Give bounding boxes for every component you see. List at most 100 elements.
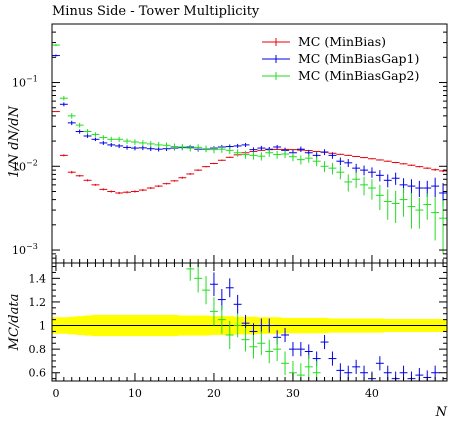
- data-point-s1-41: [375, 170, 384, 182]
- data-point-s0-5: [91, 183, 100, 186]
- legend-entry-1: MC (MinBiasGap1): [262, 51, 419, 66]
- data-point-s0-11: [138, 189, 147, 192]
- ratio-point-s0-11: [296, 342, 305, 357]
- ratio-y-tick-label: 0.6: [29, 367, 47, 380]
- data-point-s2-12: [146, 141, 155, 147]
- ratio-point-s1-6: [233, 313, 242, 338]
- data-point-s2-8: [115, 136, 124, 142]
- data-point-s0-9: [123, 191, 131, 194]
- data-point-s1-38: [352, 163, 361, 174]
- ratio-point-s1-8: [249, 334, 258, 359]
- ratio-point-s1-15: [304, 355, 313, 379]
- data-point-s1-8: [115, 143, 124, 149]
- data-point-s1-6: [99, 141, 108, 145]
- data-point-s0-47: [423, 167, 432, 169]
- ratio-plot-frame: [51, 262, 448, 382]
- data-point-s2-15: [170, 143, 179, 150]
- data-point-s2-44: [399, 188, 408, 217]
- legend: MC (MinBias) MC (MinBiasGap1) MC (MinBiasG…: [262, 34, 419, 83]
- data-point-s1-10: [131, 145, 139, 151]
- data-point-s2-18: [194, 144, 203, 151]
- data-point-s0-41: [375, 159, 384, 161]
- data-point-s2-1: [59, 96, 68, 101]
- data-point-s1-25: [249, 147, 258, 153]
- data-point-s1-4: [83, 134, 92, 138]
- data-point-s0-12: [146, 187, 155, 190]
- data-point-s0-38: [352, 155, 361, 158]
- ratio-point-s1-5: [225, 320, 234, 350]
- data-point-s2-38: [352, 172, 361, 189]
- data-point-s1-5: [91, 137, 100, 142]
- ratio-point-s0-6: [257, 318, 266, 333]
- y-tick-label: 10−2: [12, 158, 38, 173]
- data-point-s2-3: [75, 122, 84, 128]
- data-point-s0-18: [194, 169, 203, 171]
- ratio-y-tick-label: 1.2: [29, 296, 47, 309]
- y-tick-label: 10−3: [12, 242, 38, 257]
- data-point-s2-41: [375, 184, 384, 211]
- ratio-point-s1-14: [296, 363, 305, 381]
- data-point-s2-25: [249, 151, 258, 160]
- ratio-point-s1-10: [265, 339, 274, 364]
- data-point-s1-31: [296, 146, 305, 153]
- data-point-s2-32: [304, 154, 313, 163]
- data-point-s2-49: [439, 200, 447, 254]
- data-point-s2-0: [52, 44, 60, 47]
- data-point-s2-19: [202, 145, 210, 153]
- legend-label: MC (MinBiasGap2): [298, 68, 419, 83]
- data-point-s1-48: [431, 177, 440, 197]
- legend-entry-0: MC (MinBias): [262, 34, 386, 49]
- ratio-point-s0-14: [320, 334, 329, 350]
- data-point-s2-10: [131, 139, 139, 145]
- data-point-s2-29: [281, 150, 289, 159]
- legend-entry-2: MC (MinBiasGap2): [262, 68, 419, 83]
- data-point-s2-7: [107, 136, 116, 142]
- data-point-s1-26: [257, 145, 266, 151]
- data-point-s1-2: [67, 120, 76, 126]
- ratio-point-s1-3: [210, 297, 218, 326]
- data-point-s0-2: [67, 170, 76, 174]
- data-point-s0-19: [202, 165, 210, 168]
- data-point-s2-16: [178, 143, 187, 151]
- data-point-s2-35: [328, 162, 337, 175]
- data-point-s1-46: [415, 180, 424, 197]
- ratio-point-s1-9: [257, 331, 266, 356]
- data-point-s2-17: [186, 144, 195, 152]
- data-point-s0-37: [344, 154, 353, 156]
- ratio-point-s0-10: [289, 342, 297, 357]
- data-point-s2-39: [360, 176, 368, 196]
- ratio-point-s1-12: [281, 351, 289, 376]
- data-point-s2-34: [320, 161, 329, 173]
- data-point-s0-7: [107, 190, 116, 193]
- data-point-s1-11: [138, 145, 147, 151]
- ratio-point-s0-0: [210, 272, 218, 297]
- data-point-s2-46: [415, 197, 424, 229]
- ratio-point-s1-2: [202, 275, 210, 305]
- x-tick-label: 40: [365, 387, 379, 400]
- data-point-s0-21: [217, 159, 226, 161]
- data-point-s0-36: [336, 153, 345, 155]
- data-point-s2-42: [383, 189, 392, 220]
- chart-title: Minus Side - Tower Multiplicity: [52, 4, 260, 19]
- data-point-s2-13: [154, 141, 163, 149]
- data-point-s0-33: [312, 151, 321, 153]
- data-point-s2-31: [296, 155, 305, 165]
- legend-label: MC (MinBiasGap1): [298, 51, 419, 66]
- ratio-point-s0-9: [281, 327, 289, 343]
- x-tick-label: 30: [286, 387, 300, 400]
- data-point-s2-45: [407, 192, 416, 229]
- ratio-point-s1-0: [186, 263, 195, 281]
- ratio-y-tick-label: 1.4: [29, 272, 47, 285]
- data-point-s2-30: [289, 152, 297, 162]
- data-point-s0-6: [99, 188, 108, 191]
- data-point-s2-20: [210, 146, 218, 154]
- ratio-point-s0-18: [352, 359, 361, 374]
- ratio-point-s1-4: [217, 305, 226, 334]
- data-point-s0-15: [170, 180, 179, 182]
- data-point-s0-17: [186, 173, 195, 175]
- ratio-point-s1-1: [194, 264, 203, 293]
- ratio-y-tick-label: 0.8: [29, 343, 47, 356]
- data-point-s2-21: [217, 145, 226, 153]
- ratio-point-s0-15: [328, 351, 337, 366]
